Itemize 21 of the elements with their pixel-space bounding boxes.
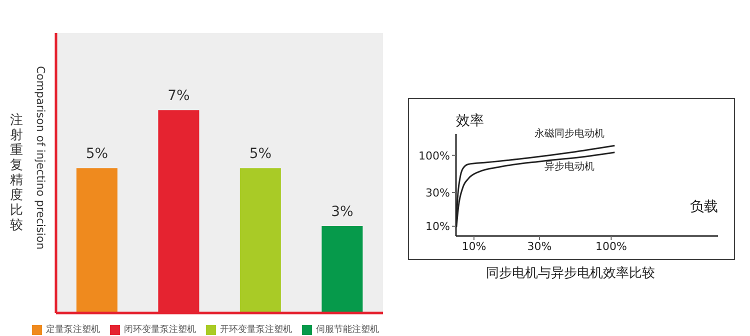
y-axis-title: 注射重复精度比较 — [10, 113, 24, 233]
y-tick-label: 100% — [418, 149, 450, 162]
y-tick-label: 30% — [426, 186, 450, 200]
series-label: 永磁同步电动机 — [534, 128, 605, 140]
series-label: 异步电动机 — [544, 160, 595, 172]
y-tick-label: 10% — [426, 220, 450, 234]
x-tick-label: 100% — [595, 240, 627, 253]
legend-label: 伺服节能注塑机 — [316, 325, 379, 335]
text: 同步电机与异步电机效率比较 — [485, 265, 656, 282]
legend-label: 闭环变量泵注塑机 — [124, 325, 196, 335]
x-tick-label: 10% — [462, 240, 486, 253]
legend-label: 定量泵注塑机 — [46, 325, 100, 335]
x-tick-label: 30% — [527, 240, 552, 253]
text: Comparison of injectino precision — [34, 66, 47, 250]
data-label: 7% — [168, 88, 190, 104]
x-axis-title: 负载 — [690, 198, 718, 216]
data-label: 3% — [331, 204, 354, 220]
data-label: 5% — [249, 146, 272, 162]
y-axis-title: 效率 — [456, 112, 484, 130]
legend-label: 开环变量泵注塑机 — [220, 325, 292, 335]
data-label: 5% — [86, 146, 108, 162]
